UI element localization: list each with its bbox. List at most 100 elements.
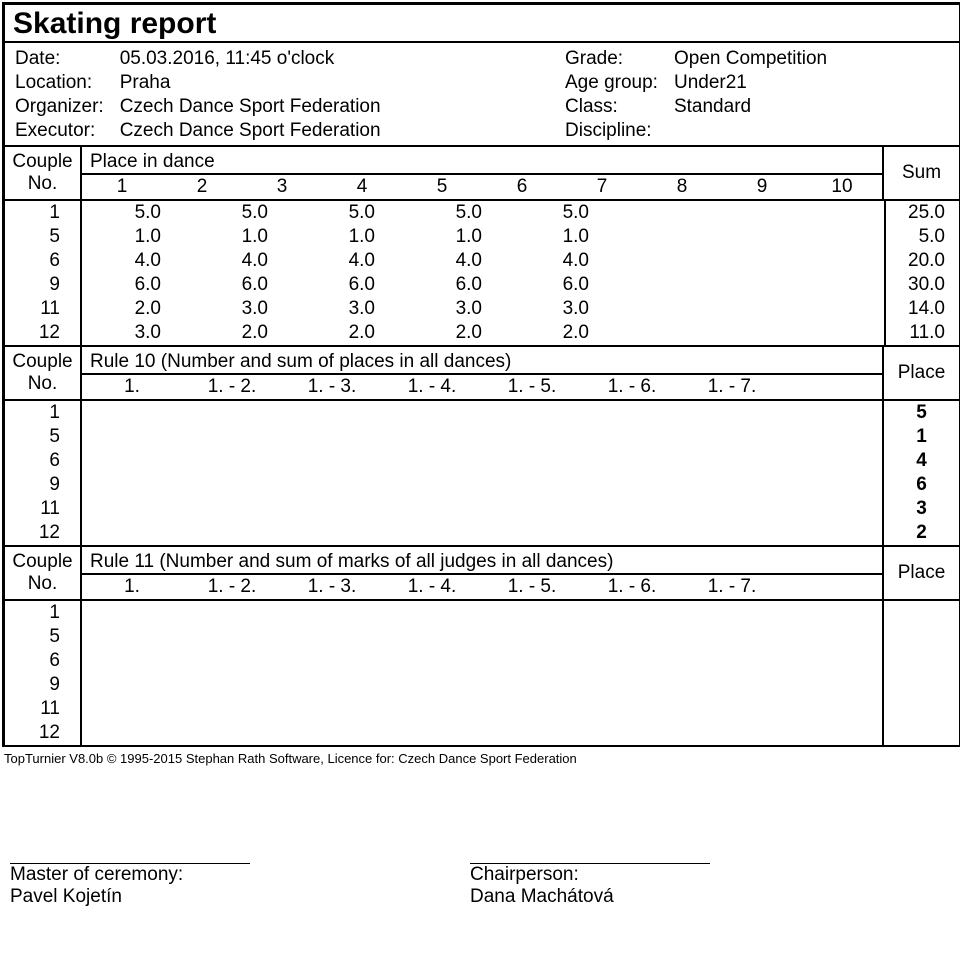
place-value: 6 (884, 473, 959, 497)
score-cell: 4.0 (296, 249, 403, 273)
score-row: 1.01.01.01.01.0 (82, 225, 884, 249)
label-discipline: Discipline: (565, 119, 658, 143)
couple-no: 12 (5, 321, 80, 345)
label-date: Date: (15, 47, 104, 71)
sum-value: 5.0 (886, 225, 945, 249)
score-row: 4.04.04.04.04.0 (82, 249, 884, 273)
sum-label: Sum (883, 147, 959, 200)
rule11-title: Rule 11 (Number and sum of marks of all … (82, 547, 882, 575)
dance-col: 10 (802, 175, 882, 199)
place-value: 3 (884, 497, 959, 521)
section-rule11-data: 15691112 (5, 601, 959, 747)
label-class: Class: (565, 95, 658, 119)
couple-no: 12 (5, 721, 80, 745)
value-location: Praha (120, 71, 381, 95)
meta-block: Date: Location: Organizer: Executor: 05.… (5, 43, 959, 147)
couple-no: 1 (5, 601, 80, 625)
couple-no: 6 (5, 649, 80, 673)
signature-area: Master of ceremony: Pavel Kojetín Chairp… (0, 863, 960, 908)
score-cell: 3.0 (189, 297, 296, 321)
score-cell: 5.0 (189, 201, 296, 225)
couple-no: 9 (5, 673, 80, 697)
score-cell: 5.0 (296, 201, 403, 225)
meta-left-values: 05.03.2016, 11:45 o'clock Praha Czech Da… (120, 47, 381, 143)
rule-col: 1. - 5. (482, 375, 582, 399)
dance-col: 9 (722, 175, 802, 199)
score-cell: 5.0 (403, 201, 510, 225)
master-of-ceremony-name: Pavel Kojetín (10, 886, 440, 908)
sum-value: 14.0 (886, 297, 945, 321)
value-executor: Czech Dance Sport Federation (120, 119, 381, 143)
place-value: 4 (884, 449, 959, 473)
sum-value: 30.0 (886, 273, 945, 297)
section-rule10-data: 15691112 514632 (5, 401, 959, 547)
dance-columns: 12345678910 (82, 175, 882, 199)
score-row: 5.05.05.05.05.0 (82, 201, 884, 225)
couple-no: 11 (5, 497, 80, 521)
rule-col: 1. - 7. (682, 375, 782, 399)
rule-col: 1. - 3. (282, 375, 382, 399)
dance-col: 1 (82, 175, 162, 199)
score-cell: 3.0 (403, 297, 510, 321)
label-executor: Executor: (15, 119, 104, 143)
score-cell: 4.0 (189, 249, 296, 273)
dance-col: 3 (242, 175, 322, 199)
score-row: 6.06.06.06.06.0 (82, 273, 884, 297)
couple-no: 9 (5, 473, 80, 497)
score-cell: 4.0 (82, 249, 189, 273)
scores-grid: 5.05.05.05.05.01.01.01.01.01.04.04.04.04… (82, 201, 884, 345)
report-page: Skating report Date: Location: Organizer… (2, 2, 960, 747)
dance-col: 6 (482, 175, 562, 199)
label-age: Age group: (565, 71, 658, 95)
meta-left-labels: Date: Location: Organizer: Executor: (15, 47, 104, 143)
couple-no-header-3: CoupleNo. (5, 547, 81, 600)
rule11-columns: 1.1. - 2.1. - 3.1. - 4.1. - 5.1. - 6.1. … (82, 575, 882, 599)
score-cell: 6.0 (403, 273, 510, 297)
score-cell: 2.0 (510, 321, 617, 345)
value-grade: Open Competition (674, 47, 827, 71)
chairperson-label: Chairperson: (470, 864, 900, 886)
score-cell: 6.0 (82, 273, 189, 297)
rule-col: 1. - 2. (182, 375, 282, 399)
rule-col: 1. (82, 575, 182, 599)
place-value: 5 (884, 401, 959, 425)
couple-no: 5 (5, 425, 80, 449)
score-cell: 1.0 (510, 225, 617, 249)
rule-col: 1. - 6. (582, 375, 682, 399)
section-rule10-header: CoupleNo. Rule 10 (Number and sum of pla… (5, 347, 959, 401)
place-value: 1 (884, 425, 959, 449)
places11-column (882, 601, 959, 745)
master-of-ceremony-label: Master of ceremony: (10, 864, 440, 886)
dance-col: 4 (322, 175, 402, 199)
score-cell: 6.0 (296, 273, 403, 297)
couple-no: 1 (5, 401, 80, 425)
rule-col: 1. - 7. (682, 575, 782, 599)
score-cell: 1.0 (403, 225, 510, 249)
sum-value: 11.0 (886, 321, 945, 345)
couple-no: 12 (5, 521, 80, 545)
value-organizer: Czech Dance Sport Federation (120, 95, 381, 119)
score-cell: 1.0 (189, 225, 296, 249)
section-place-in-dance-data: 15691112 5.05.05.05.05.01.01.01.01.01.04… (5, 201, 959, 347)
couple-no: 6 (5, 249, 80, 273)
score-cell: 3.0 (510, 297, 617, 321)
couple-no: 1 (5, 201, 80, 225)
couples-column-3: 15691112 (5, 601, 82, 745)
couple-no: 9 (5, 273, 80, 297)
score-cell: 5.0 (510, 201, 617, 225)
place-value: 2 (884, 521, 959, 545)
couples-column: 15691112 (5, 201, 82, 345)
places10-column: 514632 (882, 401, 959, 545)
place-in-dance-label: Place in dance (82, 147, 882, 175)
dance-col: 8 (642, 175, 722, 199)
report-title: Skating report (5, 5, 959, 43)
rule-col: 1. - 3. (282, 575, 382, 599)
score-cell: 2.0 (296, 321, 403, 345)
couples-column-2: 15691112 (5, 401, 82, 545)
couple-no: 5 (5, 625, 80, 649)
score-cell: 3.0 (82, 321, 189, 345)
place-label-2: Place (883, 547, 959, 600)
meta-right-values: Open Competition Under21 Standard (674, 47, 827, 143)
couple-no: 5 (5, 225, 80, 249)
chairperson-name: Dana Machátová (470, 886, 900, 908)
